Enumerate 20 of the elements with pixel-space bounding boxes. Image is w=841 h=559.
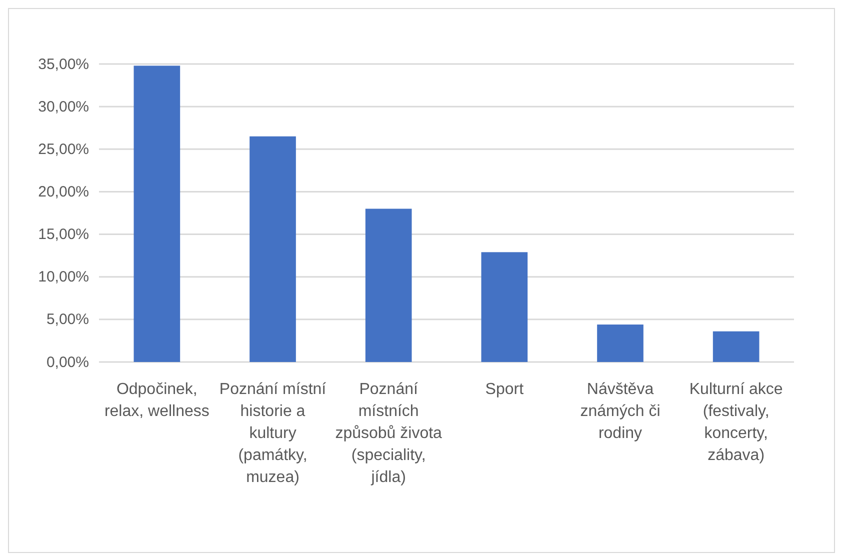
- bar: [250, 136, 296, 362]
- bar: [134, 66, 180, 362]
- y-tick-label: 35,00%: [38, 56, 89, 73]
- x-tick-label: Návštěva známých či rodiny: [580, 381, 660, 442]
- y-tick-label: 30,00%: [38, 98, 89, 116]
- y-tick-label: 15,00%: [38, 226, 89, 244]
- bar: [597, 324, 644, 362]
- y-tick-label: 25,00%: [38, 140, 89, 158]
- bar: [365, 208, 412, 362]
- x-tick-label: Sport: [485, 381, 524, 398]
- y-tick-label: 20,00%: [38, 184, 89, 201]
- x-tick-label: Kulturní akce (festivaly, koncerty, zábava): [689, 381, 783, 464]
- x-tick-label: Odpočinek, relax, wellness: [104, 381, 210, 420]
- bar: [712, 331, 760, 362]
- x-tick-label: Poznání místní historie a kultury (památky, muzea): [219, 381, 327, 486]
- bar: [481, 252, 528, 362]
- y-tick-label: 5,00%: [46, 311, 89, 328]
- x-tick-label: Poznání místních způsobů života (speciality, jídla): [335, 381, 442, 486]
- y-tick-label: 0,00%: [46, 354, 89, 371]
- y-tick-label: 10,00%: [38, 268, 89, 286]
